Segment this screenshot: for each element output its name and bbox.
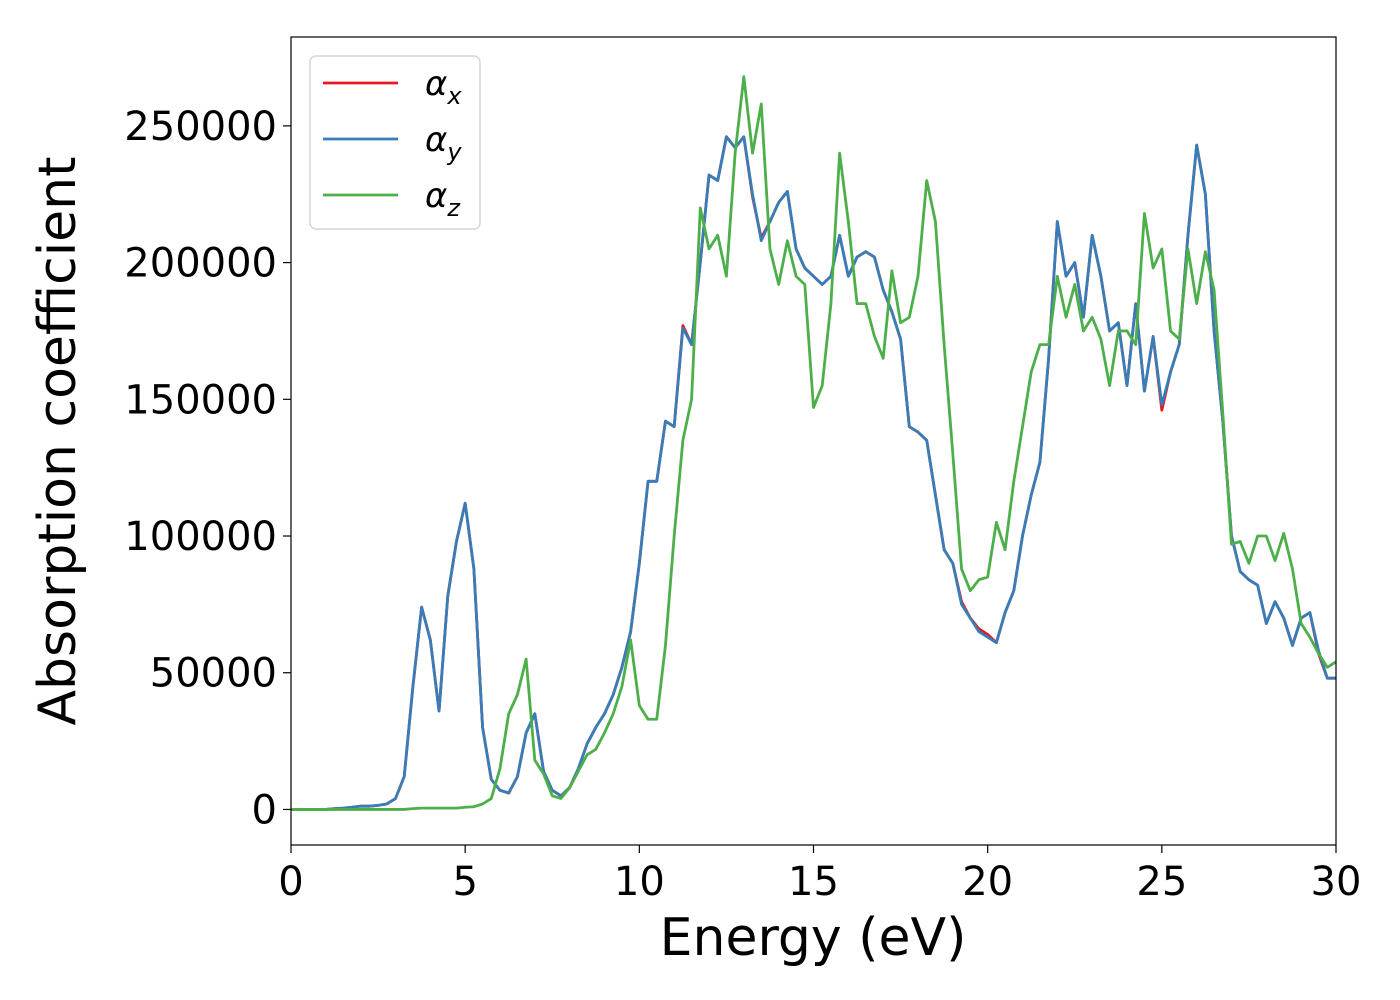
data-line: [291, 135, 1336, 811]
y-tick-label: 50000: [150, 651, 277, 697]
data-line: [291, 75, 1337, 811]
x-tick-label: 25: [1136, 859, 1187, 905]
y-tick-label: 150000: [124, 377, 277, 423]
y-tick-label: 200000: [124, 241, 277, 287]
x-tick-label: 0: [278, 859, 303, 905]
legend-label: αy: [425, 120, 462, 166]
x-tick-label: 10: [614, 859, 665, 905]
y-tick-label: 0: [252, 787, 277, 833]
y-tick-label: 250000: [124, 104, 277, 150]
legend-label: αx: [425, 64, 462, 110]
y-tick-label: 100000: [124, 514, 277, 560]
y-axis-label: Absorption coefficient: [28, 156, 88, 725]
x-tick-label: 20: [962, 859, 1013, 905]
data-line: [291, 135, 1336, 811]
x-tick-label: 5: [452, 859, 477, 905]
x-tick-label: 30: [1311, 859, 1362, 905]
legend-label: αz: [425, 176, 461, 222]
legend-box: [309, 55, 481, 230]
x-axis-label: Energy (eV): [660, 908, 967, 968]
x-tick-label: 15: [788, 859, 839, 905]
